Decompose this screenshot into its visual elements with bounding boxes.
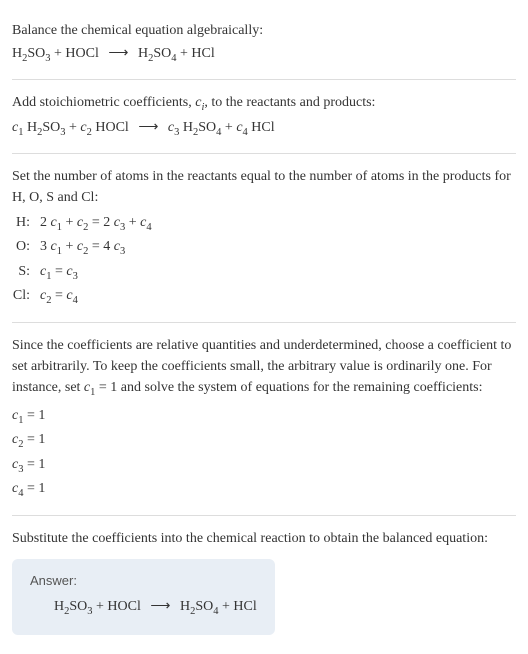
section-atom-balance: Set the number of atoms in the reactants…	[12, 154, 516, 323]
species-h2so4-so: SO	[153, 46, 171, 61]
species-h2so4-h: H	[134, 46, 148, 61]
hocl: HOCl	[92, 120, 132, 135]
plus-hcl: + HCl	[176, 46, 214, 61]
plus2: +	[221, 120, 236, 135]
answer-box: Answer: H2SO3 + HOCl ⟶ H2SO4 + HCl	[12, 559, 275, 635]
ans-h2so4-so: SO	[195, 599, 213, 614]
ans-h2so3-h: H	[54, 599, 64, 614]
substitute-text: Substitute the coefficients into the che…	[12, 528, 516, 549]
section-solve: Since the coefficients are relative quan…	[12, 323, 516, 516]
ans-plus-hocl: + HOCl	[93, 599, 145, 614]
atom-label: O:	[12, 236, 40, 261]
coefficient-results: c1 = 1c2 = 1c3 = 1c4 = 1	[12, 405, 516, 503]
coefficient-value: c3 = 1	[12, 454, 516, 479]
intro-text: Balance the chemical equation algebraica…	[12, 20, 516, 41]
solve-text-b: = 1 and solve the system of equations fo…	[95, 380, 482, 395]
ans-h2so3-so: SO	[69, 599, 87, 614]
add-coeff-text: Add stoichiometric coefficients, ci, to …	[12, 92, 516, 116]
section-balance-intro: Balance the chemical equation algebraica…	[12, 8, 516, 80]
atom-row: Cl:c2 = c4	[12, 285, 516, 310]
balanced-equation: H2SO3 + HOCl ⟶ H2SO4 + HCl	[30, 598, 257, 617]
text-part-b: , to the reactants and products:	[204, 95, 375, 110]
unbalanced-equation: H2SO3 + HOCl ⟶ H2SO4 + HCl	[12, 43, 516, 67]
species-h2so3-h: H	[12, 46, 22, 61]
h2so3-so: SO	[42, 120, 60, 135]
coefficient-value: c2 = 1	[12, 429, 516, 454]
coefficient-value: c4 = 1	[12, 478, 516, 503]
ans-plus-hcl: + HCl	[218, 599, 256, 614]
atom-equation: c1 = c3	[40, 261, 78, 286]
atom-label: H:	[12, 212, 40, 237]
solve-text: Since the coefficients are relative quan…	[12, 335, 516, 401]
atom-equation: 2 c1 + c2 = 2 c3 + c4	[40, 212, 152, 237]
coefficient-value: c1 = 1	[12, 405, 516, 430]
h2so4-so: SO	[198, 120, 216, 135]
species-h2so3-so: SO	[27, 46, 45, 61]
text-part-a: Add stoichiometric coefficients,	[12, 95, 195, 110]
atom-label: Cl:	[12, 285, 40, 310]
atom-row: S:c1 = c3	[12, 261, 516, 286]
section-answer: Substitute the coefficients into the che…	[12, 516, 516, 635]
ans-h2so4-h: H	[176, 599, 190, 614]
atom-equation: c2 = c4	[40, 285, 78, 310]
plus-hocl: + HOCl	[51, 46, 103, 61]
reaction-arrow-icon: ⟶	[108, 46, 128, 61]
h2so3-h: H	[23, 120, 37, 135]
h2so4-h: H	[179, 120, 193, 135]
reaction-arrow-icon: ⟶	[138, 120, 158, 135]
atom-row: O:3 c1 + c2 = 4 c3	[12, 236, 516, 261]
plus1: +	[66, 120, 81, 135]
atom-equation: 3 c1 + c2 = 4 c3	[40, 236, 125, 261]
atom-balance-text: Set the number of atoms in the reactants…	[12, 166, 516, 208]
answer-label: Answer:	[30, 573, 257, 588]
section-add-coefficients: Add stoichiometric coefficients, ci, to …	[12, 80, 516, 154]
coefficient-equation: c1 H2SO3 + c2 HOCl ⟶ c3 H2SO4 + c4 HCl	[12, 117, 516, 141]
hcl: HCl	[248, 120, 275, 135]
atom-balance-table: H:2 c1 + c2 = 2 c3 + c4O:3 c1 + c2 = 4 c…	[12, 212, 516, 310]
reaction-arrow-icon: ⟶	[150, 599, 170, 614]
atom-row: H:2 c1 + c2 = 2 c3 + c4	[12, 212, 516, 237]
atom-label: S:	[12, 261, 40, 286]
